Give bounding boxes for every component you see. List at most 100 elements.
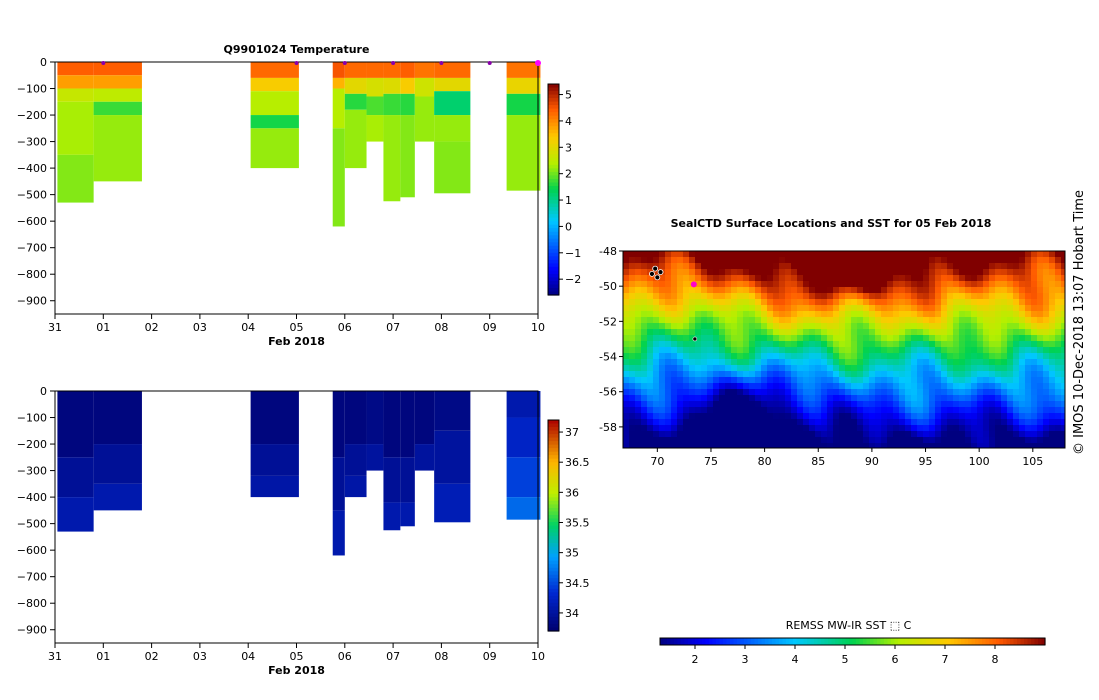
sst-cell	[971, 431, 978, 438]
sst-cell	[815, 287, 822, 294]
sst-cell	[749, 347, 756, 354]
sst-cell	[977, 419, 984, 426]
sst-cell	[845, 413, 852, 420]
sst-cell	[641, 335, 648, 342]
colorbar-segment	[548, 115, 559, 120]
colorbar-segment	[548, 136, 559, 141]
sst-cell	[755, 395, 762, 402]
sst-cell	[719, 287, 726, 294]
sst-cell	[893, 293, 900, 300]
sst-cell	[863, 305, 870, 312]
sst-cell	[1049, 371, 1056, 378]
sst-cell	[707, 305, 714, 312]
sst-cell	[917, 281, 924, 288]
sst-cell	[833, 335, 840, 342]
sst-cell	[833, 371, 840, 378]
sst-cell	[941, 311, 948, 318]
sst-cell	[839, 317, 846, 324]
sst-cell	[1061, 359, 1066, 366]
sst-cell	[1007, 251, 1014, 258]
sst-cell	[941, 251, 948, 258]
sst-cell	[761, 311, 768, 318]
sst-cell	[1055, 311, 1062, 318]
sst-cell	[785, 257, 792, 264]
sst-cell	[653, 377, 660, 384]
sst-cell	[983, 323, 990, 330]
sst-cell	[863, 395, 870, 402]
sst-cell	[665, 263, 672, 270]
sst-cell	[989, 263, 996, 270]
sst-cell	[719, 359, 726, 366]
sst-cell	[689, 437, 696, 444]
sst-cell	[635, 359, 642, 366]
sst-cell	[815, 281, 822, 288]
sst-cell	[1061, 371, 1066, 378]
sst-cell	[905, 311, 912, 318]
sst-cell	[989, 305, 996, 312]
sst-cell	[893, 413, 900, 420]
sst-cell	[965, 437, 972, 444]
sst-cell	[749, 395, 756, 402]
sst-cell	[827, 329, 834, 336]
sst-cell	[767, 317, 774, 324]
sst-colorbar-segment	[719, 638, 724, 645]
sst-cell	[755, 257, 762, 264]
sst-cell	[731, 317, 738, 324]
sst-cell	[803, 437, 810, 444]
sst-cell	[725, 281, 732, 288]
sst-cell	[917, 395, 924, 402]
sst-cell	[791, 377, 798, 384]
sst-cell	[953, 425, 960, 432]
sst-cell	[671, 395, 678, 402]
sst-cell	[833, 377, 840, 384]
sst-cell	[1007, 365, 1014, 372]
sst-cell	[707, 395, 714, 402]
sst-cell	[791, 383, 798, 390]
sst-cell	[707, 413, 714, 420]
sst-cell	[623, 401, 630, 408]
sst-cell	[695, 371, 702, 378]
sst-cell	[785, 269, 792, 276]
sst-cell	[665, 341, 672, 348]
sst-cell	[671, 311, 678, 318]
sst-cell	[977, 431, 984, 438]
sst-cell	[827, 407, 834, 414]
sst-cell	[881, 251, 888, 258]
sst-cell	[1031, 383, 1038, 390]
sst-cell	[995, 335, 1002, 342]
sst-cell	[857, 413, 864, 420]
sst-cell	[629, 419, 636, 426]
sst-cell	[863, 257, 870, 264]
sst-cell	[761, 257, 768, 264]
sst-cell	[797, 431, 804, 438]
profile-cell	[344, 475, 367, 498]
sst-cell	[749, 419, 756, 426]
sst-cell	[623, 281, 630, 288]
sst-cell	[677, 425, 684, 432]
sst-cell	[773, 293, 780, 300]
sst-cell	[683, 365, 690, 372]
sst-cell	[803, 287, 810, 294]
y-tick-label: −300	[17, 465, 47, 478]
sst-cell	[995, 257, 1002, 264]
sst-cell	[731, 257, 738, 264]
sst-cell	[713, 269, 720, 276]
sst-cell	[1043, 335, 1050, 342]
sst-cell	[755, 311, 762, 318]
profile-cell	[434, 483, 471, 523]
sst-cell	[1037, 443, 1044, 449]
sst-cell	[809, 341, 816, 348]
sst-cell	[893, 365, 900, 372]
sst-cell	[899, 395, 906, 402]
sst-cell	[995, 317, 1002, 324]
sst-cell	[965, 407, 972, 414]
sst-cell	[935, 329, 942, 336]
map-y-tick-label: -52	[599, 315, 617, 328]
sst-cell	[755, 353, 762, 360]
sst-cell	[983, 353, 990, 360]
sst-cell	[809, 269, 816, 276]
sst-colorbar-segment	[803, 638, 808, 645]
sst-cell	[935, 371, 942, 378]
sst-cell	[629, 401, 636, 408]
sst-cell	[659, 287, 666, 294]
